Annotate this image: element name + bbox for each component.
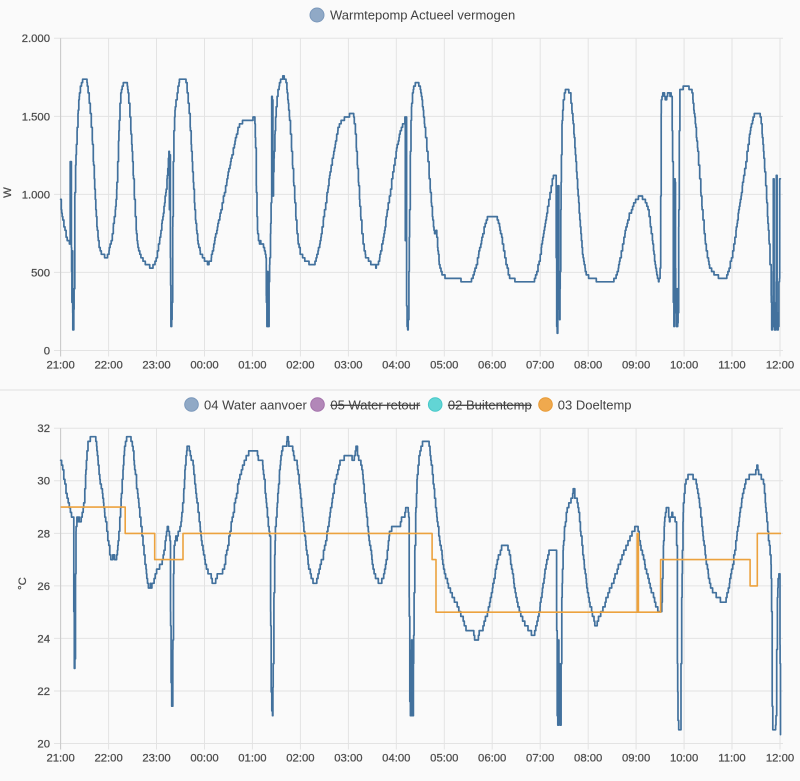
svg-text:30: 30 <box>37 476 50 488</box>
svg-text:03:00: 03:00 <box>334 753 362 765</box>
svg-text:02:00: 02:00 <box>286 753 314 765</box>
svg-text:°C: °C <box>17 577 29 590</box>
svg-text:12:00: 12:00 <box>766 753 794 765</box>
svg-text:06:00: 06:00 <box>478 360 506 372</box>
svg-text:12:00: 12:00 <box>766 360 794 372</box>
svg-text:22:00: 22:00 <box>94 753 122 765</box>
svg-text:11:00: 11:00 <box>718 753 745 765</box>
svg-text:22:00: 22:00 <box>94 360 122 372</box>
svg-text:22: 22 <box>37 686 50 698</box>
svg-text:1.500: 1.500 <box>22 111 50 123</box>
svg-text:02 Buitentemp: 02 Buitentemp <box>448 397 532 412</box>
svg-text:Warmtepomp Actueel vermogen: Warmtepomp Actueel vermogen <box>330 8 515 23</box>
svg-text:01:00: 01:00 <box>238 360 266 372</box>
svg-text:32: 32 <box>37 423 50 435</box>
svg-text:04:00: 04:00 <box>382 753 410 765</box>
svg-text:08:00: 08:00 <box>574 753 602 765</box>
svg-text:0: 0 <box>44 345 50 357</box>
svg-text:10:00: 10:00 <box>670 753 698 765</box>
svg-text:24: 24 <box>37 633 50 645</box>
svg-text:01:00: 01:00 <box>238 753 266 765</box>
svg-text:20: 20 <box>37 738 50 750</box>
svg-text:23:00: 23:00 <box>142 360 170 372</box>
svg-text:21:00: 21:00 <box>46 360 74 372</box>
svg-text:1.000: 1.000 <box>22 189 50 201</box>
svg-text:07:00: 07:00 <box>526 360 554 372</box>
svg-text:500: 500 <box>31 267 50 279</box>
svg-text:08:00: 08:00 <box>574 360 602 372</box>
svg-text:00:00: 00:00 <box>190 753 218 765</box>
svg-text:04:00: 04:00 <box>382 360 410 372</box>
svg-text:03:00: 03:00 <box>334 360 362 372</box>
svg-text:2.000: 2.000 <box>22 33 50 45</box>
svg-text:00:00: 00:00 <box>190 360 218 372</box>
svg-text:10:00: 10:00 <box>670 360 698 372</box>
svg-text:06:00: 06:00 <box>478 753 506 765</box>
svg-text:28: 28 <box>37 528 50 540</box>
svg-text:07:00: 07:00 <box>526 753 554 765</box>
svg-text:09:00: 09:00 <box>622 360 650 372</box>
svg-text:05 Water retour: 05 Water retour <box>330 397 421 412</box>
svg-text:11:00: 11:00 <box>718 360 745 372</box>
svg-text:23:00: 23:00 <box>142 753 170 765</box>
svg-text:02:00: 02:00 <box>286 360 314 372</box>
svg-text:05:00: 05:00 <box>430 753 458 765</box>
svg-text:05:00: 05:00 <box>430 360 458 372</box>
svg-text:W: W <box>2 187 14 198</box>
svg-text:09:00: 09:00 <box>622 753 650 765</box>
svg-text:04 Water aanvoer: 04 Water aanvoer <box>204 397 308 412</box>
svg-text:21:00: 21:00 <box>46 753 74 765</box>
svg-text:03 Doeltemp: 03 Doeltemp <box>558 397 632 412</box>
svg-text:26: 26 <box>37 581 50 593</box>
